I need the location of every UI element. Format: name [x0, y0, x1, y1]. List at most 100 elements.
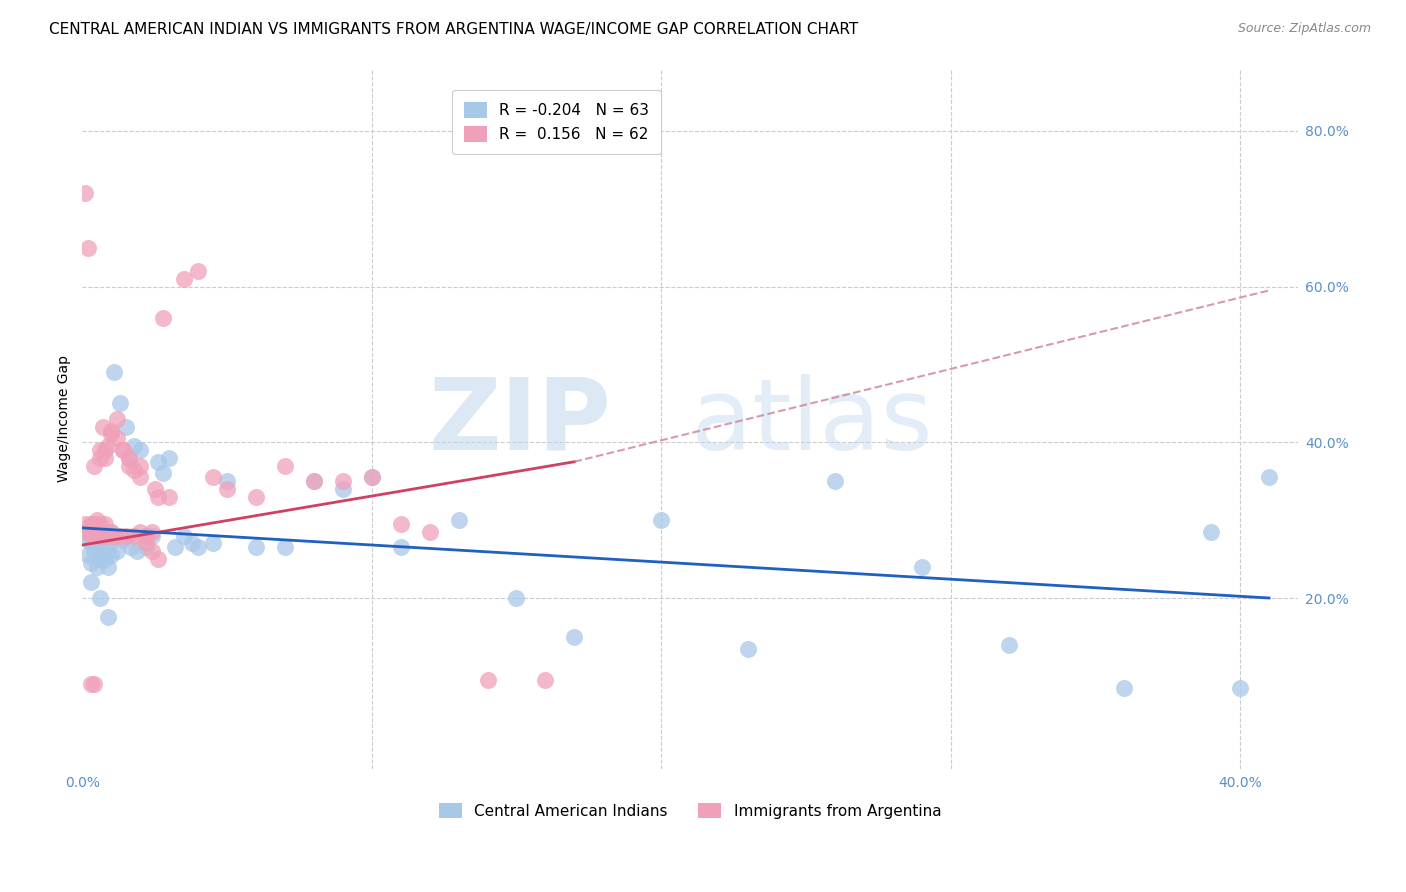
Point: [83, 529, 105, 543]
Point: [97, 529, 120, 543]
Point: [117, 450, 139, 465]
Point: [86, 521, 108, 535]
Text: atlas: atlas: [690, 374, 932, 471]
Point: [97, 559, 120, 574]
Point: [737, 641, 759, 656]
Point: [86, 529, 108, 543]
Point: [215, 482, 238, 496]
Text: ZIP: ZIP: [429, 374, 612, 471]
Point: [83, 676, 105, 690]
Y-axis label: Wage/Income Gap: Wage/Income Gap: [58, 355, 72, 483]
Point: [80, 516, 103, 531]
Point: [75, 516, 97, 531]
Point: [75, 524, 97, 539]
Point: [143, 482, 166, 496]
Point: [94, 443, 117, 458]
Point: [141, 529, 163, 543]
Point: [80, 575, 103, 590]
Point: [94, 533, 117, 547]
Point: [89, 516, 111, 531]
Point: [360, 470, 382, 484]
Point: [97, 439, 120, 453]
Point: [274, 458, 297, 473]
Point: [105, 544, 128, 558]
Point: [419, 524, 441, 539]
Point: [152, 310, 174, 325]
Point: [103, 529, 125, 543]
Point: [100, 424, 122, 438]
Point: [80, 676, 103, 690]
Point: [80, 556, 103, 570]
Point: [111, 533, 134, 547]
Point: [173, 529, 195, 543]
Point: [103, 365, 125, 379]
Point: [163, 541, 186, 555]
Point: [1199, 524, 1222, 539]
Point: [201, 470, 224, 484]
Point: [129, 443, 152, 458]
Point: [447, 513, 470, 527]
Point: [75, 186, 97, 200]
Point: [389, 516, 412, 531]
Point: [114, 529, 136, 543]
Point: [111, 443, 134, 458]
Text: CENTRAL AMERICAN INDIAN VS IMMIGRANTS FROM ARGENTINA WAGE/INCOME GAP CORRELATION: CENTRAL AMERICAN INDIAN VS IMMIGRANTS FR…: [49, 22, 859, 37]
Point: [100, 427, 122, 442]
Point: [135, 529, 157, 543]
Point: [650, 513, 672, 527]
Point: [124, 439, 146, 453]
Point: [146, 490, 169, 504]
Point: [564, 630, 586, 644]
Point: [201, 536, 224, 550]
Point: [114, 419, 136, 434]
Point: [245, 490, 267, 504]
Text: Source: ZipAtlas.com: Source: ZipAtlas.com: [1237, 22, 1371, 36]
Point: [108, 529, 131, 543]
Point: [274, 541, 297, 555]
Point: [89, 443, 111, 458]
Point: [332, 474, 354, 488]
Point: [152, 467, 174, 481]
Point: [911, 559, 934, 574]
Point: [105, 412, 128, 426]
Point: [89, 591, 111, 605]
Point: [83, 544, 105, 558]
Point: [1229, 681, 1251, 695]
Point: [1258, 470, 1281, 484]
Point: [117, 458, 139, 473]
Point: [129, 470, 152, 484]
Point: [146, 455, 169, 469]
Point: [124, 529, 146, 543]
Point: [534, 673, 557, 687]
Point: [91, 524, 114, 539]
Point: [135, 529, 157, 543]
Point: [77, 533, 100, 547]
Point: [83, 458, 105, 473]
Point: [111, 443, 134, 458]
Point: [135, 541, 157, 555]
Point: [86, 513, 108, 527]
Point: [127, 544, 149, 558]
Point: [477, 673, 499, 687]
Point: [997, 638, 1019, 652]
Point: [121, 541, 143, 555]
Point: [302, 474, 325, 488]
Point: [332, 482, 354, 496]
Point: [215, 474, 238, 488]
Point: [97, 610, 120, 624]
Point: [80, 529, 103, 543]
Point: [302, 474, 325, 488]
Point: [97, 541, 120, 555]
Point: [91, 529, 114, 543]
Point: [89, 552, 111, 566]
Point: [100, 548, 122, 562]
Point: [157, 450, 180, 465]
Point: [129, 524, 152, 539]
Point: [77, 548, 100, 562]
Point: [187, 264, 209, 278]
Point: [108, 396, 131, 410]
Point: [117, 450, 139, 465]
Point: [141, 544, 163, 558]
Point: [80, 536, 103, 550]
Point: [80, 516, 103, 531]
